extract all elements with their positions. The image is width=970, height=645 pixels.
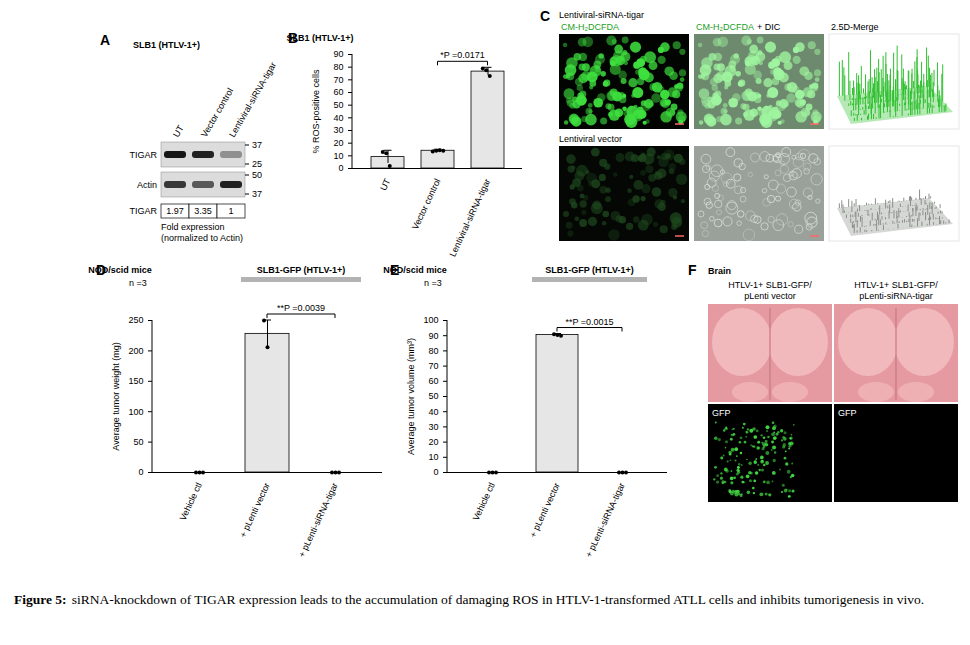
svg-text:50: 50 xyxy=(333,100,343,110)
svg-text:1.97: 1.97 xyxy=(166,206,184,216)
svg-text:GFP: GFP xyxy=(712,408,731,418)
svg-text:Average tumor weight (mg): Average tumor weight (mg) xyxy=(111,342,121,450)
svg-text:(normalized to Actin): (normalized to Actin) xyxy=(161,233,243,243)
svg-text:SLB1 (HTLV-1+): SLB1 (HTLV-1+) xyxy=(133,40,200,50)
svg-text:HTLV-1+ SLB1-GFP/: HTLV-1+ SLB1-GFP/ xyxy=(854,280,938,290)
svg-text:Lentiviral-siRNA-tigar: Lentiviral-siRNA-tigar xyxy=(447,177,492,258)
svg-text:GFP: GFP xyxy=(838,408,857,418)
svg-text:TIGAR: TIGAR xyxy=(129,150,157,160)
svg-text:20: 20 xyxy=(333,138,343,148)
svg-text:**P =0.0015: **P =0.0015 xyxy=(565,317,613,327)
svg-text:Fold expression: Fold expression xyxy=(161,222,225,232)
svg-text:Lentiviral-siRNA-tigar: Lentiviral-siRNA-tigar xyxy=(227,60,278,139)
svg-text:Vector control: Vector control xyxy=(410,177,442,231)
svg-text:0: 0 xyxy=(433,467,438,477)
svg-text:2.5D-Merge: 2.5D-Merge xyxy=(831,22,879,32)
svg-text:250: 250 xyxy=(128,315,143,325)
svg-text:90: 90 xyxy=(333,49,343,59)
svg-text:1: 1 xyxy=(228,206,233,216)
svg-text:50: 50 xyxy=(252,170,262,180)
svg-text:80: 80 xyxy=(428,346,438,356)
svg-text:+ pLenti-siRNA-tigar: + pLenti-siRNA-tigar xyxy=(584,481,627,559)
svg-text:30: 30 xyxy=(333,125,343,135)
svg-text:Actin: Actin xyxy=(137,180,157,190)
svg-text:30: 30 xyxy=(428,422,438,432)
svg-text:70: 70 xyxy=(333,75,343,85)
svg-text:3.35: 3.35 xyxy=(194,206,212,216)
svg-text:Average tumor volume (mm³): Average tumor volume (mm³) xyxy=(406,338,416,455)
svg-text:+ pLenti-siRNA-tigar: + pLenti-siRNA-tigar xyxy=(297,481,340,559)
svg-text:+ pLenti vector: + pLenti vector xyxy=(528,481,562,539)
svg-text:0: 0 xyxy=(338,163,343,173)
svg-text:pLenti vector: pLenti vector xyxy=(744,291,796,301)
svg-text:25: 25 xyxy=(252,159,262,169)
svg-text:10: 10 xyxy=(428,452,438,462)
svg-text:UT: UT xyxy=(171,123,186,139)
svg-text:Lentiviral-siRNA-tigar: Lentiviral-siRNA-tigar xyxy=(559,10,644,20)
svg-text:90: 90 xyxy=(428,331,438,341)
svg-text:200: 200 xyxy=(128,346,143,356)
svg-text:*P =0.0171: *P =0.0171 xyxy=(440,50,485,60)
svg-text:CM-H₂DCFDA: CM-H₂DCFDA xyxy=(561,22,619,32)
svg-text:0: 0 xyxy=(138,467,143,477)
svg-text:TIGAR: TIGAR xyxy=(129,206,157,216)
svg-text:n =3: n =3 xyxy=(424,278,442,288)
svg-text:CM-H₂DCFDA+ DIC: CM-H₂DCFDA+ DIC xyxy=(696,22,781,32)
svg-text:+ pLenti vector: + pLenti vector xyxy=(238,481,272,539)
svg-text:60: 60 xyxy=(428,376,438,386)
svg-text:SLB1-GFP (HTLV-1+): SLB1-GFP (HTLV-1+) xyxy=(545,265,633,275)
svg-text:**P =0.0039: **P =0.0039 xyxy=(277,303,325,313)
svg-text:pLenti-siRNA-tigar: pLenti-siRNA-tigar xyxy=(859,291,933,301)
svg-text:37: 37 xyxy=(252,189,262,199)
svg-text:Vehicle ctl: Vehicle ctl xyxy=(178,481,204,522)
svg-text:UT: UT xyxy=(378,177,392,193)
svg-text:80: 80 xyxy=(333,62,343,72)
svg-text:% ROS-positive cells: % ROS-positive cells xyxy=(311,69,321,154)
svg-text:150: 150 xyxy=(128,376,143,386)
svg-text:20: 20 xyxy=(428,437,438,447)
svg-text:100: 100 xyxy=(128,407,143,417)
svg-text:37: 37 xyxy=(252,140,262,150)
svg-text:HTLV-1+ SLB1-GFP/: HTLV-1+ SLB1-GFP/ xyxy=(728,280,812,290)
svg-text:100: 100 xyxy=(423,315,438,325)
svg-text:60: 60 xyxy=(333,87,343,97)
svg-text:SLB1-GFP (HTLV-1+): SLB1-GFP (HTLV-1+) xyxy=(257,265,345,275)
svg-text:Lentiviral vector: Lentiviral vector xyxy=(559,134,622,144)
svg-text:40: 40 xyxy=(428,407,438,417)
svg-text:10: 10 xyxy=(333,151,343,161)
svg-text:50: 50 xyxy=(133,437,143,447)
svg-text:40: 40 xyxy=(333,113,343,123)
svg-text:Vehicle ctl: Vehicle ctl xyxy=(471,481,497,522)
svg-text:50: 50 xyxy=(428,391,438,401)
svg-text:n =3: n =3 xyxy=(129,278,147,288)
svg-text:Brain: Brain xyxy=(708,266,731,276)
svg-text:70: 70 xyxy=(428,361,438,371)
